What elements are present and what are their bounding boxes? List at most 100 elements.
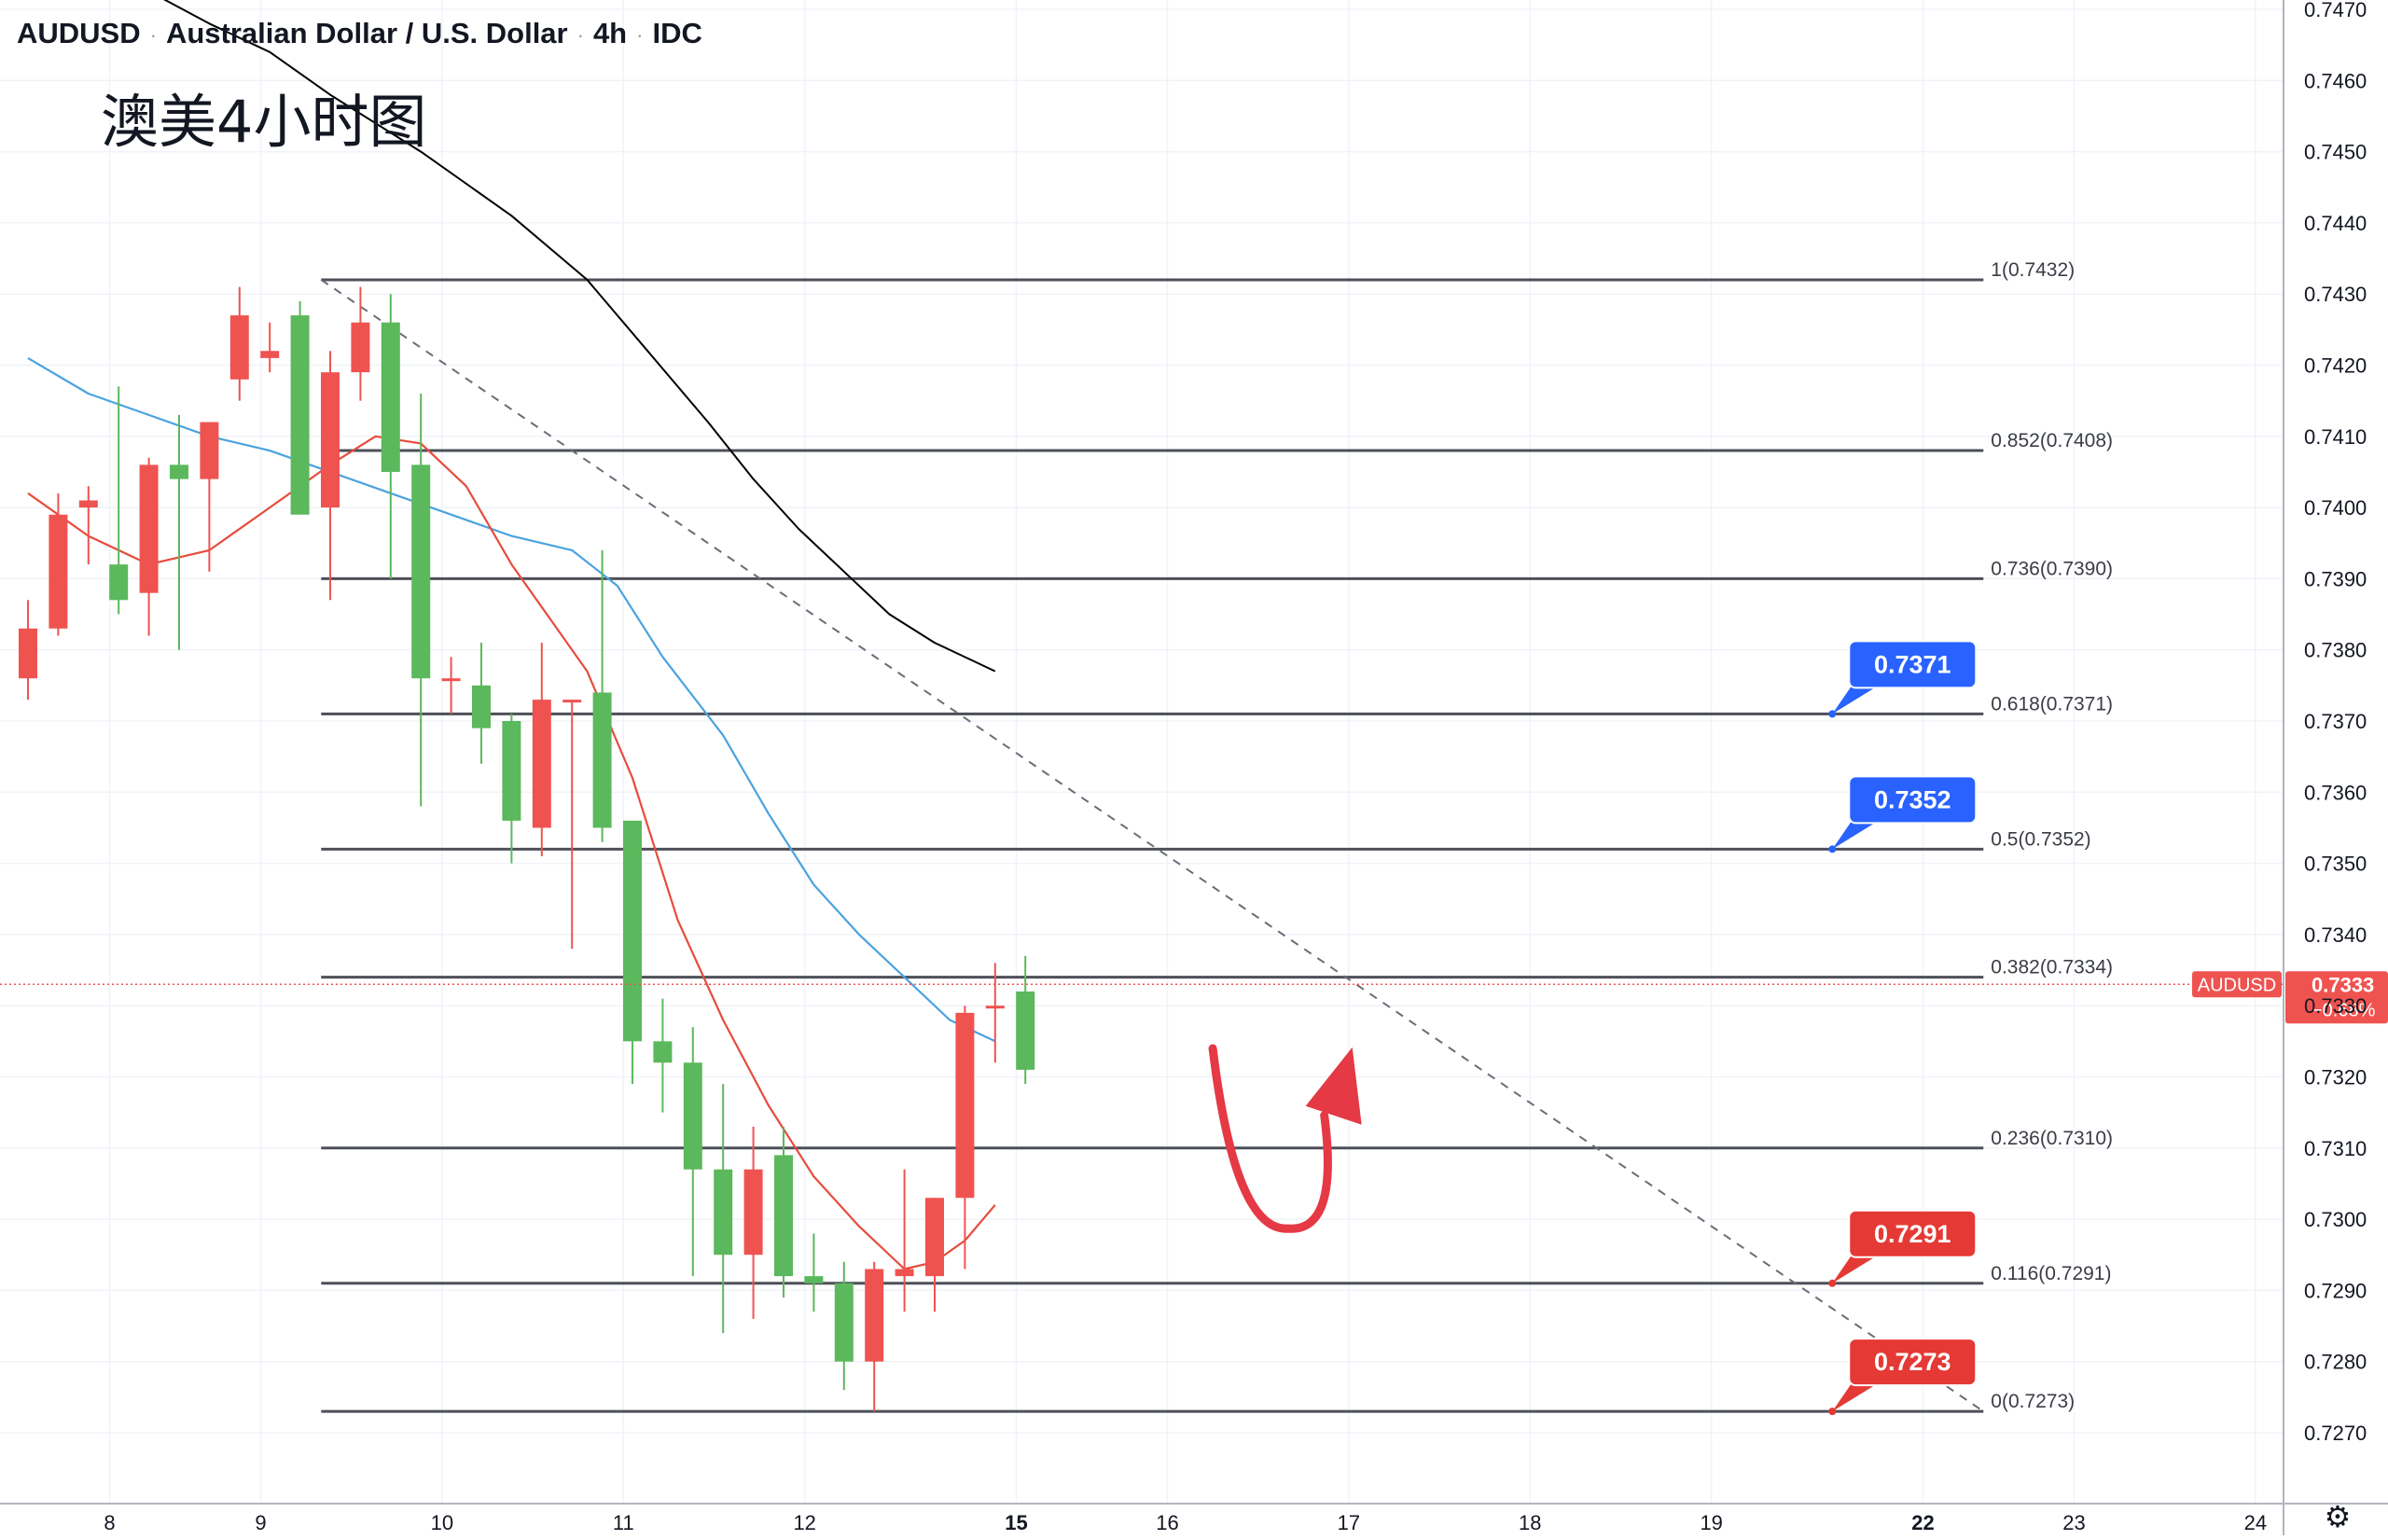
current-price-tag	[2285, 971, 2388, 1024]
x-tick-label: 9	[255, 1511, 266, 1534]
fib-level-label: 0.5(0.7352)	[1991, 828, 2090, 850]
header-separator: ·	[636, 22, 644, 47]
y-tick-label: 0.7310	[2304, 1137, 2367, 1160]
fib-retracement[interactable]: 1(0.7432) 0.852(0.7408) 0.736(0.7390) 0.618…	[321, 259, 2113, 1413]
moving-averages	[27, 0, 996, 1270]
callout-box	[1848, 1338, 1978, 1387]
y-tick-label: 0.7320	[2304, 1066, 2367, 1089]
grid	[0, 0, 2284, 1504]
candle-body	[139, 465, 159, 593]
price-callouts[interactable]: 0.7371 0.7352 0.7291 0.7273	[1828, 640, 1978, 1416]
symbol-description: Australian Dollar / U.S. Dollar	[165, 17, 568, 49]
current-price-value: 0.7333	[2312, 973, 2374, 996]
candle-body	[381, 322, 400, 472]
candle-body	[229, 315, 249, 380]
candle-body	[532, 700, 551, 828]
callout-pointer	[1832, 1253, 1881, 1283]
y-tick-label: 0.7300	[2304, 1208, 2367, 1231]
callout-label: 0.7371	[1874, 650, 1951, 678]
x-tick-label: 24	[2244, 1511, 2267, 1534]
y-tick-label: 0.7430	[2304, 283, 2367, 306]
callout-pointer	[1832, 684, 1881, 715]
y-tick-label: 0.7410	[2304, 425, 2367, 449]
price-tag-symbol: AUDUSD	[2198, 975, 2276, 995]
fib-level-label: 0.852(0.7408)	[1991, 430, 2113, 451]
candle-body	[592, 692, 612, 828]
x-tick-label: 23	[2062, 1511, 2085, 1534]
candle-body	[895, 1269, 914, 1277]
interval-label[interactable]: 4h	[592, 17, 628, 49]
candle-body	[351, 322, 370, 373]
fib-level-label: 1(0.7432)	[1991, 259, 2075, 281]
candle-body	[562, 700, 582, 703]
symbol-header[interactable]: AUDUSD · Australian Dollar / U.S. Dollar · 4…	[17, 17, 702, 50]
candle-body	[1016, 991, 1035, 1070]
dashed-trendline	[320, 279, 1984, 1412]
candle-body	[834, 1283, 854, 1362]
x-tick-label: 16	[1156, 1511, 1178, 1534]
symbol-price-tag	[2192, 971, 2282, 998]
y-tick-label: 0.7290	[2304, 1279, 2367, 1302]
callout-label: 0.7291	[1874, 1220, 1951, 1248]
y-tick-label: 0.7390	[2304, 567, 2367, 590]
symbol-name[interactable]: AUDUSD	[17, 17, 141, 49]
candle-body	[985, 1006, 1005, 1009]
candle-body	[865, 1269, 884, 1362]
fib-level-label: 0.116(0.7291)	[1991, 1263, 2111, 1284]
fib-level-label: 0.618(0.7371)	[1991, 693, 2113, 715]
sma-mid-line	[27, 356, 996, 1043]
x-tick-label: 12	[793, 1511, 815, 1534]
callout-anchor-dot	[1828, 1279, 1837, 1287]
y-tick-label: 0.7400	[2304, 496, 2367, 520]
y-tick-label: 0.7330	[2304, 994, 2367, 1018]
gear-icon[interactable]: ⚙	[2324, 1499, 2352, 1534]
y-tick-label: 0.7340	[2304, 923, 2367, 947]
callout-label: 0.7273	[1874, 1348, 1951, 1376]
sma-slow-line	[163, 0, 996, 673]
y-tick-label: 0.7360	[2304, 781, 2367, 804]
candle-body	[109, 564, 129, 601]
candle-body	[411, 465, 431, 679]
callout-pointer	[1832, 1381, 1881, 1412]
candle-body	[49, 514, 68, 629]
chart-annotation-text[interactable]: 澳美4小时图	[101, 88, 427, 156]
bounce-arrow[interactable]	[1208, 1044, 1362, 1233]
y-tick-label: 0.7450	[2304, 141, 2367, 164]
arrow-head	[1305, 1047, 1362, 1125]
header-separator: ·	[576, 22, 584, 47]
trendline[interactable]	[320, 279, 1984, 1412]
candle-body	[714, 1169, 733, 1256]
arrow-body	[1208, 1044, 1332, 1233]
callout-anchor-dot	[1828, 710, 1837, 718]
x-tick-label: 18	[1519, 1511, 1541, 1534]
candle-body	[774, 1155, 793, 1277]
y-tick-label: 0.7420	[2304, 354, 2367, 378]
callout-pointer	[1832, 819, 1881, 850]
y-tick-label: 0.7440	[2304, 212, 2367, 235]
x-tick-label: 8	[104, 1511, 115, 1534]
current-price-change: −0.68%	[2312, 1000, 2376, 1020]
y-tick-label: 0.7380	[2304, 639, 2367, 662]
candle-body	[623, 820, 642, 1042]
callout-label: 0.7352	[1874, 785, 1951, 813]
candle-body	[19, 628, 37, 679]
data-source: IDC	[652, 17, 702, 49]
candle-body	[502, 721, 521, 821]
callout-anchor-dot	[1828, 845, 1837, 853]
header-separator: ·	[149, 22, 157, 47]
x-tick-label: 11	[613, 1511, 634, 1534]
fib-level-label: 0.382(0.7334)	[1991, 957, 2113, 978]
x-tick-label: 19	[1700, 1511, 1722, 1534]
candle-body	[683, 1062, 702, 1170]
callout-box	[1848, 775, 1978, 825]
callout-box	[1848, 640, 1978, 689]
sma-fast-line	[27, 435, 996, 1270]
candle-body	[472, 685, 491, 728]
y-tick-label: 0.7460	[2304, 69, 2367, 92]
x-tick-label: 17	[1338, 1511, 1360, 1534]
fib-level-label: 0(0.7273)	[1991, 1391, 2075, 1412]
candle-body	[441, 678, 461, 682]
